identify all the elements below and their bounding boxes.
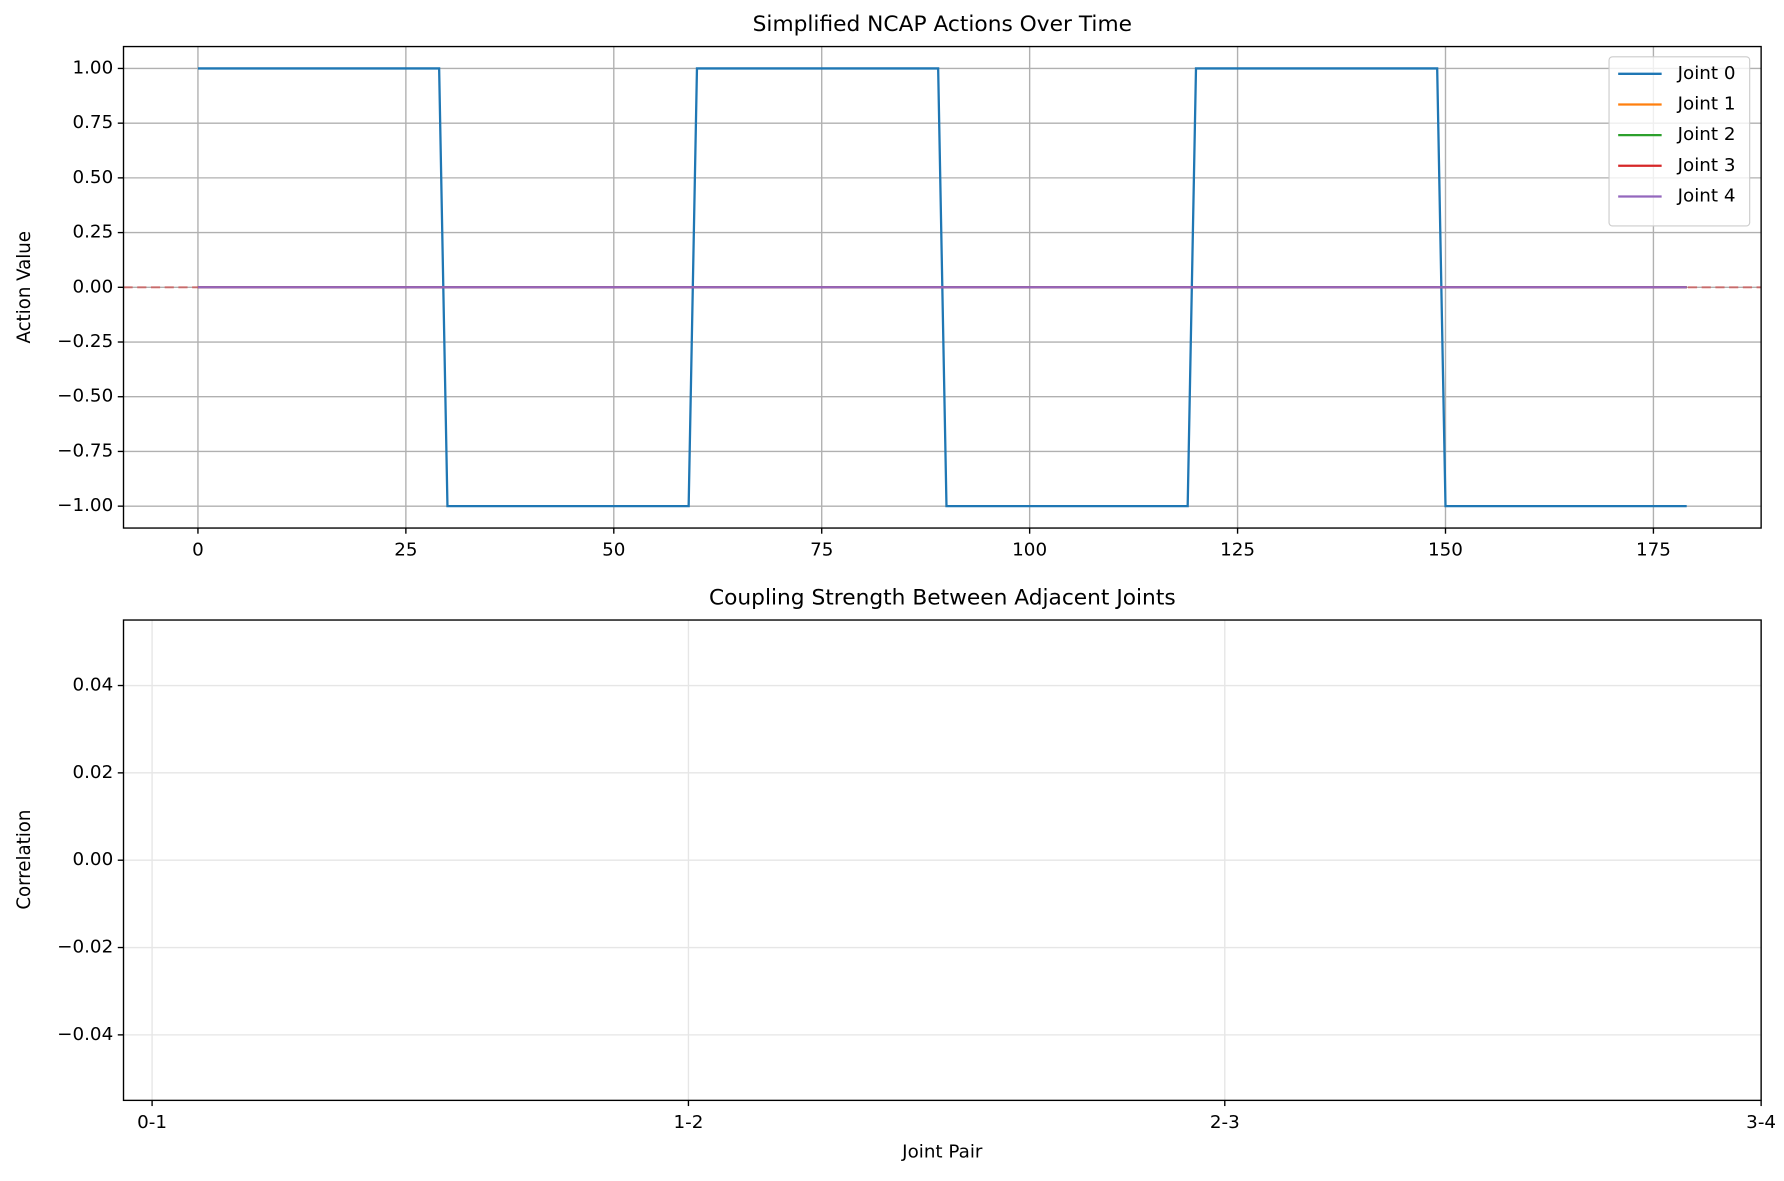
chart-title: Simplified NCAP Actions Over Time <box>753 12 1132 37</box>
y-tick-label: 0.02 <box>72 762 113 783</box>
x-tick-label: 3-4 <box>1746 1112 1776 1133</box>
legend-label: Joint 1 <box>1677 94 1736 115</box>
x-tick-label: 50 <box>602 540 625 561</box>
x-tick-label: 0-1 <box>137 1112 167 1133</box>
legend-label: Joint 0 <box>1677 63 1736 84</box>
y-tick-label: −0.50 <box>57 386 113 407</box>
y-tick-label: −0.02 <box>57 937 113 958</box>
legend-box <box>1608 56 1751 227</box>
x-tick-label: 0 <box>192 540 204 561</box>
chart-title: Coupling Strength Between Adjacent Joint… <box>709 585 1176 610</box>
legend-label: Joint 4 <box>1677 185 1736 206</box>
y-tick-label: 0.04 <box>72 675 113 696</box>
plot-frame <box>122 45 1762 529</box>
y-tick-label: 0.00 <box>72 849 113 870</box>
y-axis-label: Action Value <box>14 231 35 343</box>
y-tick-label: 1.00 <box>72 57 113 78</box>
plot-frame <box>122 619 1762 1102</box>
y-tick-label: 0.00 <box>72 276 113 297</box>
y-axis-label: Correlation <box>14 810 35 910</box>
x-axis-label: Joint Pair <box>901 1142 983 1163</box>
x-tick-label: 1-2 <box>674 1112 704 1133</box>
x-tick-label: 125 <box>1220 540 1255 561</box>
x-tick-label: 75 <box>810 540 833 561</box>
y-tick-label: −1.00 <box>57 495 113 516</box>
legend: Joint 0 Joint 1 Joint 2 Joint 3 Joint 4 <box>1608 56 1751 227</box>
x-tick-label: 150 <box>1428 540 1463 561</box>
y-tick-label: 0.75 <box>72 112 113 133</box>
legend-label: Joint 2 <box>1677 124 1736 145</box>
y-tick-label: 0.50 <box>72 167 113 188</box>
x-tick-label: 2-3 <box>1210 1112 1240 1133</box>
x-tick-label: 175 <box>1636 540 1671 561</box>
y-tick-label: −0.25 <box>57 331 113 352</box>
y-tick-label: 0.25 <box>72 222 113 243</box>
x-tick-label: 25 <box>394 540 417 561</box>
legend-label: Joint 3 <box>1677 155 1736 176</box>
y-tick-label: −0.75 <box>57 440 113 461</box>
y-tick-label: −0.04 <box>57 1024 113 1045</box>
x-tick-label: 100 <box>1012 540 1047 561</box>
